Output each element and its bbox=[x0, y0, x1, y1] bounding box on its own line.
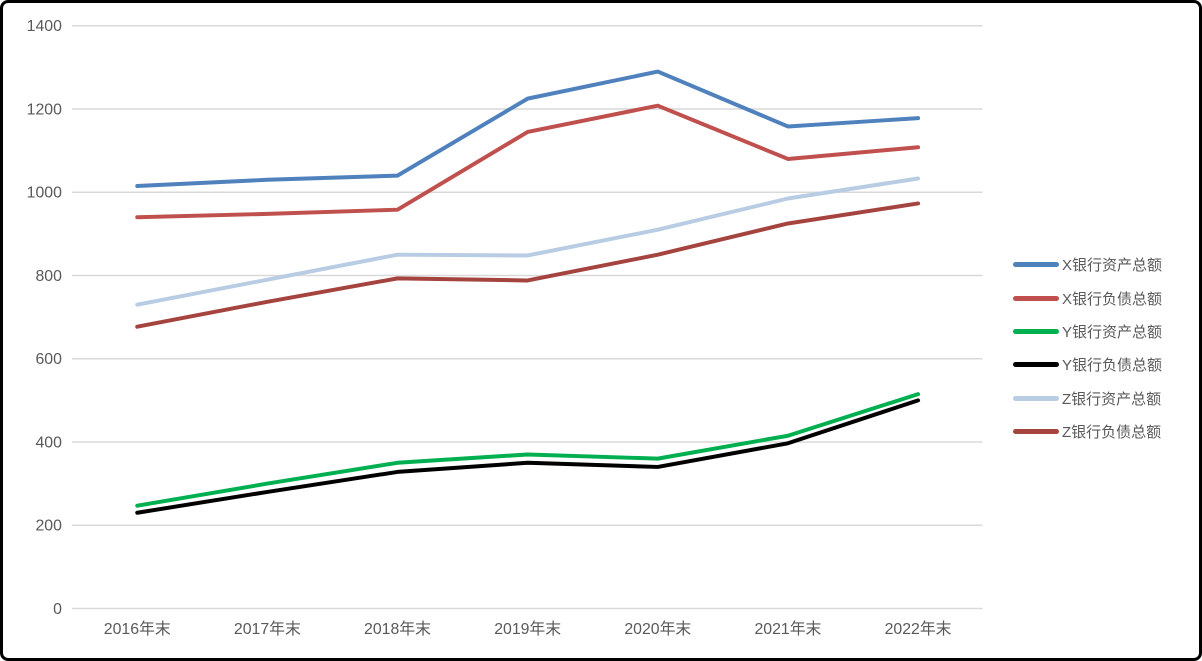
x-axis-tick-label: 2018年末 bbox=[364, 620, 431, 638]
legend-line-swatch-icon bbox=[1013, 362, 1059, 368]
y-axis-tick-label: 1200 bbox=[27, 101, 62, 118]
series-line-1 bbox=[135, 103, 921, 220]
series-line-2 bbox=[135, 392, 921, 508]
series-line-4 bbox=[135, 176, 921, 307]
legend-line-swatch-icon bbox=[1013, 429, 1059, 435]
x-axis-tick-label: 2017年末 bbox=[234, 620, 301, 638]
x-axis-tick-label: 2020年末 bbox=[624, 620, 691, 638]
legend-line-swatch-icon bbox=[1013, 328, 1059, 334]
legend-item: Z银行资产总额 bbox=[1013, 382, 1162, 415]
y-axis-tick-label: 400 bbox=[36, 434, 63, 451]
legend-line-swatch-icon bbox=[1013, 295, 1059, 301]
legend-item: X银行负债总额 bbox=[1013, 281, 1162, 314]
x-axis-tick-label: 2022年末 bbox=[885, 620, 952, 638]
y-axis-tick-label: 800 bbox=[36, 268, 63, 285]
legend-label: Y银行负债总额 bbox=[1062, 357, 1163, 375]
series-line-0 bbox=[135, 69, 921, 189]
legend-item: Y银行负债总额 bbox=[1013, 348, 1162, 381]
y-axis-tick-label: 1400 bbox=[27, 18, 62, 35]
legend-label: Z银行资产总额 bbox=[1062, 390, 1162, 408]
series-line-3 bbox=[135, 398, 921, 515]
legend-label: Z银行负债总额 bbox=[1062, 424, 1162, 442]
y-axis-tick-label: 200 bbox=[36, 518, 63, 535]
series-line-5 bbox=[135, 201, 921, 329]
y-axis-tick-label: 600 bbox=[36, 351, 63, 368]
legend-item: Y银行资产总额 bbox=[1013, 315, 1162, 348]
x-axis-tick-label: 2019年末 bbox=[494, 620, 561, 638]
legend-line-swatch-icon bbox=[1013, 395, 1059, 401]
legend-item: X银行资产总额 bbox=[1013, 248, 1162, 281]
x-axis-tick-label: 2016年末 bbox=[104, 620, 171, 638]
line-chart-canvas: 0 200 400 600 800 1000 1200 1400 2016年末 2017年末 201… bbox=[27, 18, 983, 638]
y-axis-tick-label: 0 bbox=[53, 601, 62, 618]
legend-item: Z银行负债总额 bbox=[1013, 415, 1162, 448]
legend-label: X银行负债总额 bbox=[1062, 290, 1163, 308]
y-axis-tick-label: 1000 bbox=[27, 185, 62, 202]
legend-label: X银行资产总额 bbox=[1062, 257, 1163, 275]
x-axis-tick-label: 2021年末 bbox=[754, 620, 821, 638]
chart-legend: X银行资产总额 X银行负债总额 Y银行资产总额 Y银行负债总额 Z银行资产总额 … bbox=[1013, 248, 1162, 448]
legend-line-swatch-icon bbox=[1013, 262, 1059, 268]
legend-label: Y银行资产总额 bbox=[1062, 323, 1163, 341]
